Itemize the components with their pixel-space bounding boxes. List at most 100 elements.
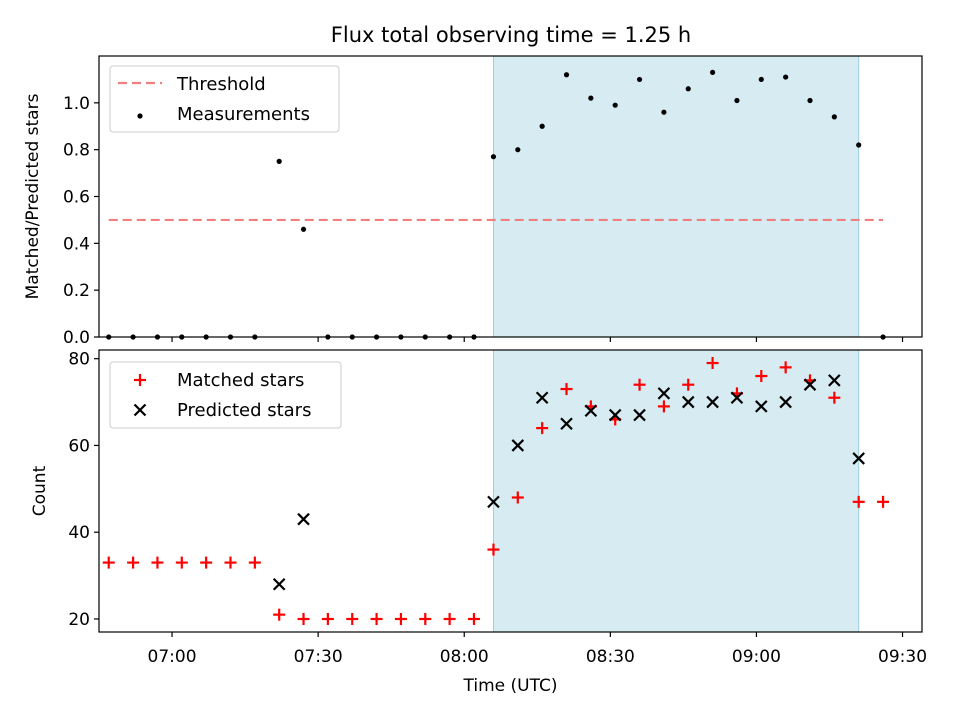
matched-point bbox=[175, 556, 188, 569]
predicted-point bbox=[487, 495, 500, 509]
top-legend-box bbox=[109, 65, 340, 133]
top-y-tick-label: 0.0 bbox=[63, 328, 90, 348]
top-y-tick-label: 0.8 bbox=[63, 141, 90, 161]
measurement-point bbox=[709, 69, 716, 75]
x-axis-label: Time (UTC) bbox=[463, 676, 558, 696]
matched-point bbox=[394, 612, 407, 625]
legend-measurements-swatch bbox=[137, 113, 143, 119]
matched-point bbox=[297, 612, 310, 625]
top-y-tick-label: 0.2 bbox=[63, 281, 90, 301]
matched-point bbox=[467, 612, 480, 625]
matched-point bbox=[682, 378, 695, 391]
matched-point bbox=[633, 378, 646, 391]
matched-point bbox=[657, 400, 670, 413]
predicted-point bbox=[779, 395, 792, 409]
legend-matched-swatch bbox=[134, 374, 146, 386]
measurement-point bbox=[612, 102, 618, 108]
legend-x-mark bbox=[133, 403, 147, 417]
x-tick-label: 09:30 bbox=[878, 647, 927, 667]
predicted-point bbox=[511, 439, 525, 452]
top-y-tick-label: 0.6 bbox=[63, 188, 90, 208]
x-tick-label: 08:00 bbox=[440, 647, 489, 667]
legend-measurements-label: Measurements bbox=[177, 104, 310, 125]
matched-point bbox=[779, 361, 792, 374]
bottom-plot-frame bbox=[98, 349, 923, 633]
measurement-point bbox=[515, 147, 521, 153]
top-y-tick-label: 0.4 bbox=[63, 234, 90, 254]
matched-point bbox=[755, 370, 768, 383]
matched-point bbox=[852, 495, 865, 508]
bottom-y-tick-label: 60 bbox=[68, 436, 90, 456]
predicted-point bbox=[852, 452, 865, 465]
top-shaded-span bbox=[492, 55, 860, 338]
bottom-shaded-span bbox=[492, 349, 860, 633]
matched-point bbox=[346, 612, 359, 625]
x-tick-label: 08:30 bbox=[586, 647, 635, 667]
bottom-legend-box bbox=[109, 361, 342, 429]
predicted-point bbox=[297, 512, 310, 526]
predicted-point bbox=[633, 408, 646, 422]
predicted-point bbox=[681, 395, 695, 409]
matched-point bbox=[127, 556, 140, 569]
matched-point bbox=[321, 612, 334, 625]
matched-point bbox=[419, 612, 432, 625]
predicted-point bbox=[706, 395, 719, 409]
measurement-point bbox=[636, 76, 643, 83]
measurement-point bbox=[734, 97, 740, 104]
bottom-legend: Matched stars Predicted stars bbox=[109, 361, 342, 429]
top-y-tick-label: 1.0 bbox=[63, 94, 90, 114]
matched-point bbox=[828, 391, 841, 404]
predicted-point bbox=[803, 378, 817, 391]
measurement-point bbox=[807, 97, 813, 104]
measurement-point bbox=[563, 72, 570, 78]
measurement-point bbox=[758, 76, 764, 83]
legend-predicted-swatch bbox=[133, 403, 147, 417]
matched-point bbox=[370, 612, 383, 625]
legend-matched-label: Matched stars bbox=[177, 370, 304, 391]
legend-predicted-label: Predicted stars bbox=[177, 400, 311, 421]
bottom-y-axis-label: Count bbox=[30, 465, 50, 516]
bottom-y-tick-label: 20 bbox=[68, 610, 90, 630]
matched-point bbox=[248, 556, 261, 569]
predicted-point bbox=[535, 391, 549, 405]
legend-threshold-label: Threshold bbox=[176, 74, 266, 95]
measurement-point bbox=[276, 158, 282, 164]
legend-plus-mark bbox=[134, 374, 146, 386]
matched-point bbox=[151, 556, 164, 569]
predicted-point bbox=[730, 391, 744, 405]
bottom-y-tick-label: 80 bbox=[68, 350, 90, 370]
x-tick-label: 07:30 bbox=[294, 647, 343, 667]
matched-point bbox=[511, 491, 524, 504]
top-legend: Threshold Measurements bbox=[109, 65, 340, 133]
matched-point bbox=[877, 495, 890, 508]
predicted-point bbox=[828, 374, 841, 387]
top-plot-frame bbox=[98, 55, 923, 338]
measurement-point bbox=[661, 109, 667, 115]
x-tick-label: 07:00 bbox=[148, 647, 197, 667]
measurement-point bbox=[685, 86, 691, 92]
matched-point bbox=[560, 383, 573, 396]
predicted-point bbox=[657, 387, 671, 400]
bottom-y-tick-label: 40 bbox=[68, 523, 90, 543]
measurement-point bbox=[831, 114, 837, 120]
measurement-point bbox=[539, 123, 545, 129]
matched-point bbox=[224, 556, 237, 569]
predicted-point bbox=[608, 408, 622, 422]
measurement-point bbox=[490, 154, 497, 160]
predicted-point bbox=[584, 404, 598, 418]
matched-point bbox=[273, 608, 286, 621]
top-y-axis-label: Matched/Predicted stars bbox=[23, 93, 43, 299]
measurement-point bbox=[300, 226, 307, 232]
predicted-point bbox=[272, 577, 286, 591]
matched-point bbox=[443, 612, 456, 625]
chart-title: Flux total observing time = 1.25 h bbox=[331, 23, 691, 47]
measurement-point bbox=[588, 95, 594, 101]
measurement-point bbox=[856, 142, 862, 148]
matched-point bbox=[487, 543, 500, 556]
predicted-point bbox=[755, 400, 768, 413]
matched-point bbox=[536, 422, 549, 435]
matched-point bbox=[102, 556, 115, 569]
predicted-point bbox=[560, 417, 573, 431]
